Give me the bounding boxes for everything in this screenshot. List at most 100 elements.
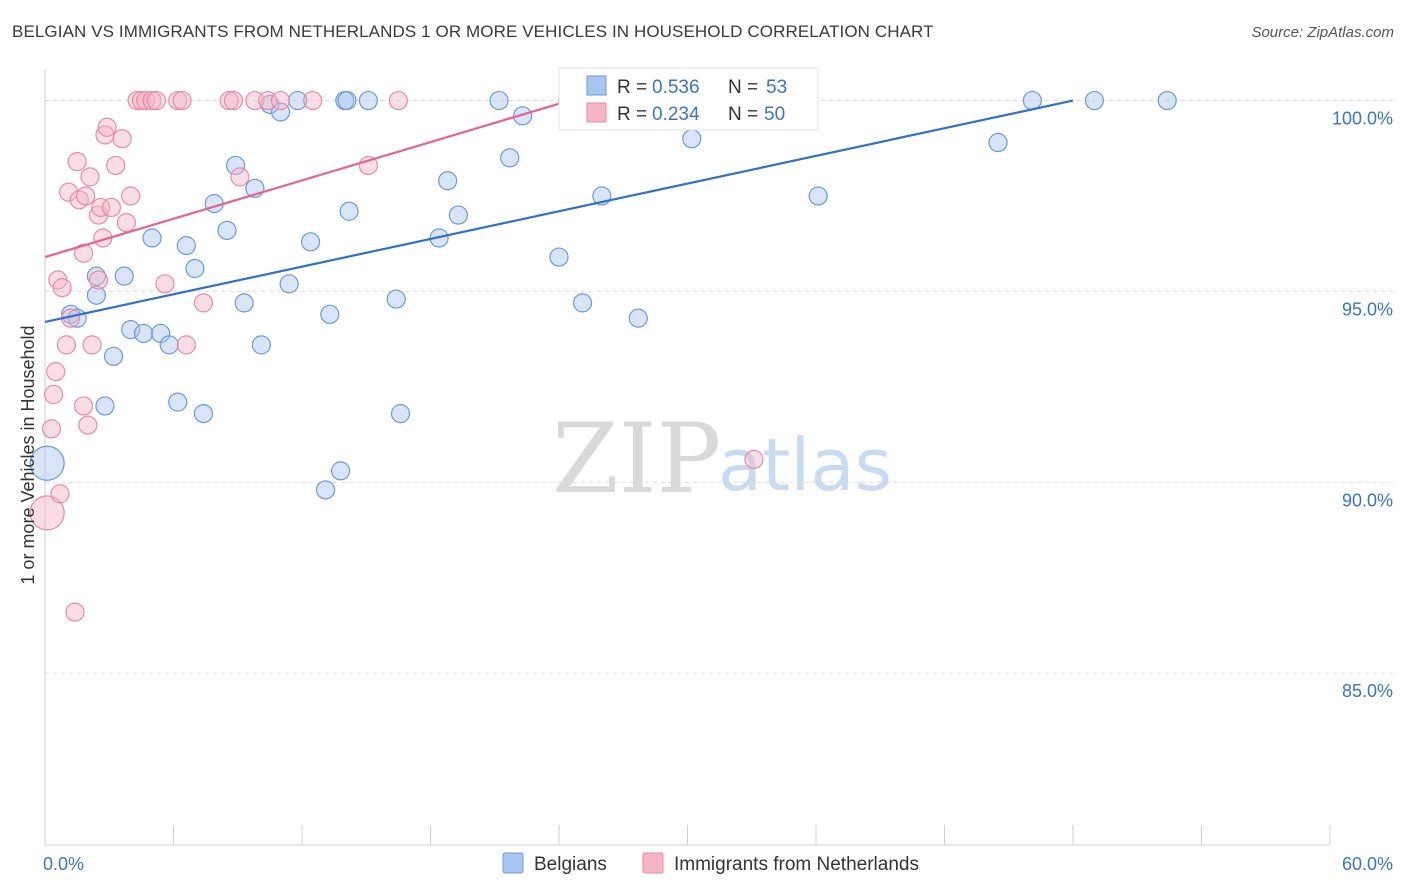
- data-point-1-33: [142, 90, 162, 111]
- data-point-1-5: [50, 484, 70, 504]
- data-point-0-36: [390, 403, 411, 424]
- data-point-0-25: [279, 274, 299, 294]
- data-point-1-45: [270, 90, 291, 111]
- data-point-0-48: [808, 186, 828, 206]
- legend-r-value-netherlands: 0.234: [652, 104, 700, 125]
- data-point-0-12: [159, 335, 179, 355]
- tick-labels: 100.0% 95.0% 90.0% 85.0% 0.0% 60.0%: [43, 109, 1393, 874]
- data-point-1-21: [91, 197, 111, 218]
- chart-source: Source: ZipAtlas.com: [1251, 24, 1394, 41]
- data-point-1-38: [176, 335, 196, 355]
- data-point-0-39: [448, 205, 468, 225]
- data-point-0-9: [133, 323, 154, 344]
- data-point-1-13: [73, 396, 94, 416]
- data-point-0-5: [95, 396, 115, 416]
- bottom-legend-label-belgians: Belgians: [534, 854, 607, 875]
- data-point-1-41: [223, 90, 244, 111]
- data-point-1-16: [78, 415, 98, 435]
- legend-n-label-netherlands: N =: [728, 104, 758, 125]
- bottom-legend-swatch-netherlands: [642, 852, 664, 874]
- data-point-0-26: [288, 90, 308, 111]
- data-point-1-39: [193, 293, 214, 313]
- data-point-1-3: [46, 362, 66, 382]
- x-tick-label-1: 60.0%: [1342, 854, 1393, 874]
- trend-line-0: [44, 99, 1074, 324]
- data-point-1-46: [303, 90, 323, 111]
- chart-title: BELGIAN VS IMMIGRANTS FROM NETHERLANDS 1…: [12, 22, 934, 41]
- legend-r-value-belgians: 0.536: [652, 77, 700, 98]
- data-point-0-33: [339, 201, 359, 221]
- data-point-1-50: [744, 449, 764, 470]
- data-point-1-20: [88, 270, 109, 290]
- x-tick-label-0: 0.0%: [43, 854, 84, 874]
- data-point-0-49: [988, 132, 1008, 153]
- data-point-1-15: [76, 186, 96, 206]
- data-point-1-0: [29, 495, 65, 531]
- data-point-1-40: [219, 90, 239, 111]
- data-point-0-16: [193, 403, 214, 424]
- data-point-1-36: [168, 90, 188, 111]
- data-point-0-8: [121, 320, 141, 340]
- data-point-1-18: [82, 335, 102, 355]
- data-point-0-29: [320, 304, 340, 324]
- data-point-1-27: [112, 129, 132, 149]
- data-point-0-10: [142, 228, 162, 248]
- data-point-0-13: [168, 392, 188, 412]
- trend-lines: [44, 99, 1074, 324]
- data-point-0-22: [251, 335, 271, 355]
- data-point-1-48: [388, 90, 408, 111]
- legend-swatch-belgians: [586, 75, 607, 96]
- y-tick-label-3: 85.0%: [1342, 681, 1393, 701]
- data-point-1-31: [131, 90, 151, 111]
- series-netherlands: [29, 90, 764, 622]
- data-point-0-27: [300, 232, 321, 252]
- data-point-1-26: [106, 155, 126, 176]
- legend-n-label-belgians: N =: [728, 77, 758, 98]
- legend-r-label-netherlands: R =: [617, 104, 647, 125]
- data-point-0-19: [226, 155, 246, 176]
- data-point-0-51: [1084, 90, 1105, 111]
- legend-n-value-belgians: 53: [766, 77, 787, 98]
- data-point-1-37: [172, 90, 192, 111]
- axes: [44, 70, 1331, 846]
- data-point-1-34: [146, 90, 166, 111]
- data-point-0-52: [1157, 90, 1177, 111]
- data-point-1-28: [116, 213, 136, 233]
- data-point-0-40: [489, 90, 509, 111]
- data-point-0-4: [86, 285, 107, 305]
- y-tick-label-2: 90.0%: [1342, 490, 1393, 510]
- data-point-0-30: [330, 461, 351, 481]
- data-point-1-14: [73, 243, 94, 263]
- data-point-0-20: [234, 293, 254, 313]
- legend-n-value-netherlands: 50: [764, 104, 785, 125]
- data-point-0-44: [572, 293, 593, 313]
- y-axis-label: 1 or more Vehicles in Household: [18, 325, 38, 584]
- trend-line-1: [44, 99, 571, 259]
- data-point-0-24: [270, 102, 291, 122]
- data-point-0-6: [103, 346, 124, 366]
- legend-box: R = 0.536 N = 53 R = 0.234 N = 50: [558, 67, 819, 131]
- data-point-0-28: [315, 480, 336, 500]
- data-point-1-32: [136, 90, 156, 111]
- data-point-0-34: [358, 90, 378, 111]
- data-point-1-2: [43, 384, 64, 405]
- bottom-legend-swatch-belgians: [502, 852, 524, 874]
- data-point-0-15: [185, 258, 205, 279]
- data-point-1-6: [52, 278, 72, 298]
- data-point-0-0: [29, 445, 65, 481]
- data-point-0-14: [176, 236, 196, 256]
- data-point-1-17: [80, 167, 100, 187]
- bottom-legend: Belgians Immigrants from Netherlands: [502, 852, 919, 875]
- data-point-0-41: [500, 148, 520, 168]
- data-point-0-18: [217, 220, 237, 240]
- data-point-0-35: [386, 289, 406, 309]
- y-tick-label-1: 95.0%: [1342, 299, 1393, 319]
- data-point-1-35: [155, 274, 175, 294]
- data-point-1-25: [101, 197, 121, 218]
- data-point-1-11: [67, 152, 87, 172]
- data-point-1-7: [56, 335, 77, 355]
- data-point-0-43: [549, 247, 569, 267]
- legend-swatch-netherlands: [586, 102, 607, 123]
- data-point-1-24: [97, 117, 117, 137]
- data-point-0-42: [512, 106, 533, 126]
